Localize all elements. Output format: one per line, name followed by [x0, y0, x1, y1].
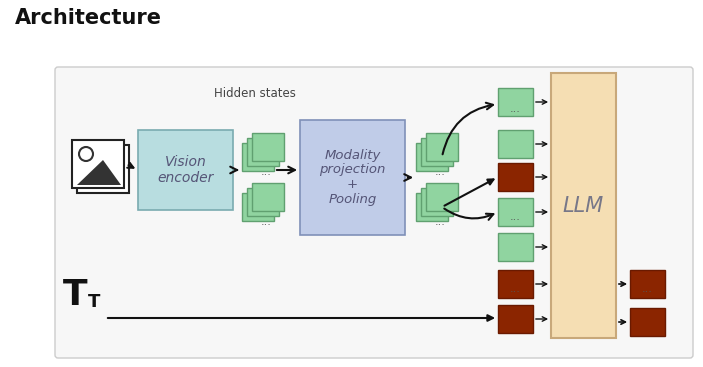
FancyBboxPatch shape — [55, 67, 693, 358]
Bar — [242, 193, 274, 221]
Text: $\mathbf{T}$: $\mathbf{T}$ — [62, 278, 89, 312]
Text: ···: ··· — [642, 287, 653, 297]
Text: $\mathbf{T}$: $\mathbf{T}$ — [87, 293, 101, 311]
Bar — [498, 233, 533, 261]
Bar — [551, 73, 616, 338]
Bar — [426, 183, 458, 211]
Bar — [252, 133, 284, 161]
Bar — [252, 183, 284, 211]
Polygon shape — [77, 160, 121, 185]
Text: Hidden states: Hidden states — [214, 87, 296, 100]
Bar — [138, 130, 233, 210]
Bar — [421, 138, 453, 166]
Bar — [498, 130, 533, 158]
Bar — [498, 88, 533, 116]
Text: ···: ··· — [261, 170, 271, 180]
Text: ···: ··· — [261, 220, 271, 230]
Bar — [498, 305, 533, 333]
Text: Architecture: Architecture — [15, 8, 162, 28]
Bar — [247, 188, 279, 216]
Text: Modality
projection
+
Pooling: Modality projection + Pooling — [319, 149, 386, 207]
Text: ···: ··· — [434, 170, 446, 180]
Bar — [416, 193, 448, 221]
Bar — [77, 145, 129, 193]
Bar — [630, 308, 665, 336]
Bar — [498, 163, 533, 191]
Bar — [242, 143, 274, 171]
Bar — [416, 143, 448, 171]
Bar — [426, 133, 458, 161]
Bar — [72, 140, 124, 188]
Bar — [300, 120, 405, 235]
Text: ···: ··· — [510, 215, 521, 225]
Bar — [498, 198, 533, 226]
Bar — [421, 188, 453, 216]
Bar — [498, 270, 533, 298]
Bar — [247, 138, 279, 166]
Text: ···: ··· — [510, 287, 521, 297]
Text: ···: ··· — [434, 220, 446, 230]
Bar — [630, 270, 665, 298]
Text: LLM: LLM — [563, 196, 604, 215]
Text: ···: ··· — [510, 107, 521, 117]
Text: Vision
encoder: Vision encoder — [157, 155, 214, 185]
